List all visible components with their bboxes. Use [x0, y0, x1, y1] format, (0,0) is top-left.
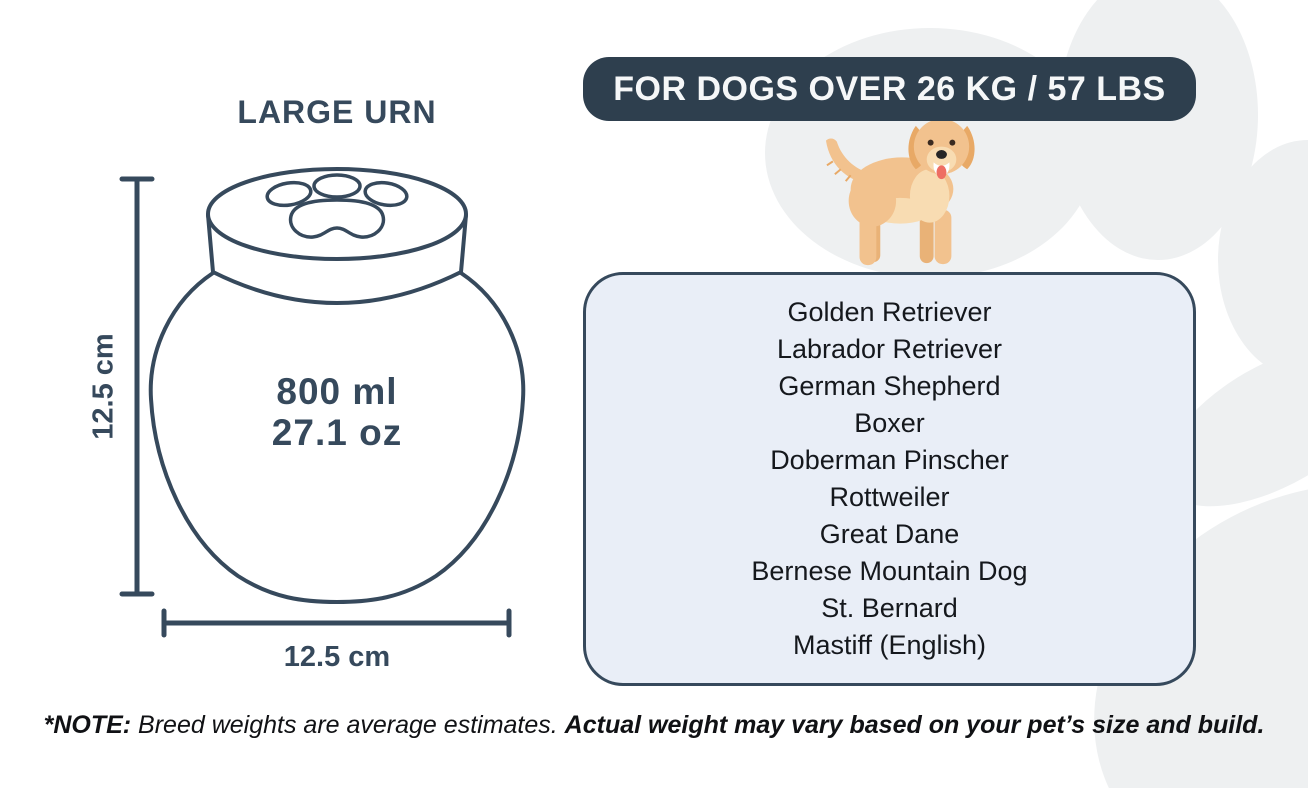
breed-list-item: Bernese Mountain Dog: [751, 556, 1028, 586]
urn-diagram: [119, 167, 526, 638]
golden-retriever-icon: [825, 118, 975, 266]
capacity-oz: 27.1 oz: [271, 412, 403, 453]
note-normal-text: Breed weights are average estimates.: [138, 711, 558, 739]
breed-list-item: Rottweiler: [829, 482, 950, 512]
height-dimension-label: 12.5 cm: [87, 333, 120, 440]
note-prefix: *NOTE:: [43, 711, 132, 739]
breed-list-item: German Shepherd: [778, 371, 1001, 401]
height-dimension-line: [119, 176, 155, 597]
breed-list-item: St. Bernard: [821, 593, 958, 623]
breed-list-item: Mastiff (English): [792, 630, 987, 660]
breed-list-box: Golden Retriever Labrador Retriever Germ…: [583, 272, 1196, 686]
capacity-ml: 800 ml: [276, 371, 398, 412]
width-dimension-label: 12.5 cm: [283, 641, 391, 673]
urn-capacity: 800 ml 27.1 oz: [187, 371, 487, 453]
urn-size-title: LARGE URN: [237, 94, 437, 130]
breed-list-item: Labrador Retriever: [776, 334, 1003, 364]
weight-class-label: FOR DOGS OVER 26 KG / 57 LBS: [613, 69, 1166, 108]
note-bold-text: Actual weight may vary based on your pet…: [564, 711, 1265, 739]
width-dimension-line: [161, 608, 512, 638]
breed-list-item: Golden Retriever: [787, 297, 992, 327]
breed-list-item: Great Dane: [819, 519, 960, 549]
weight-class-badge: FOR DOGS OVER 26 KG / 57 LBS: [583, 57, 1196, 121]
breed-list-item: Boxer: [854, 408, 925, 438]
disclaimer-note: *NOTE: Breed weights are average estimat…: [0, 711, 1308, 740]
paw-print-lid-icon: [265, 173, 409, 239]
urn-body-outline: [148, 271, 526, 605]
breed-list-item: Doberman Pinscher: [770, 445, 1009, 475]
